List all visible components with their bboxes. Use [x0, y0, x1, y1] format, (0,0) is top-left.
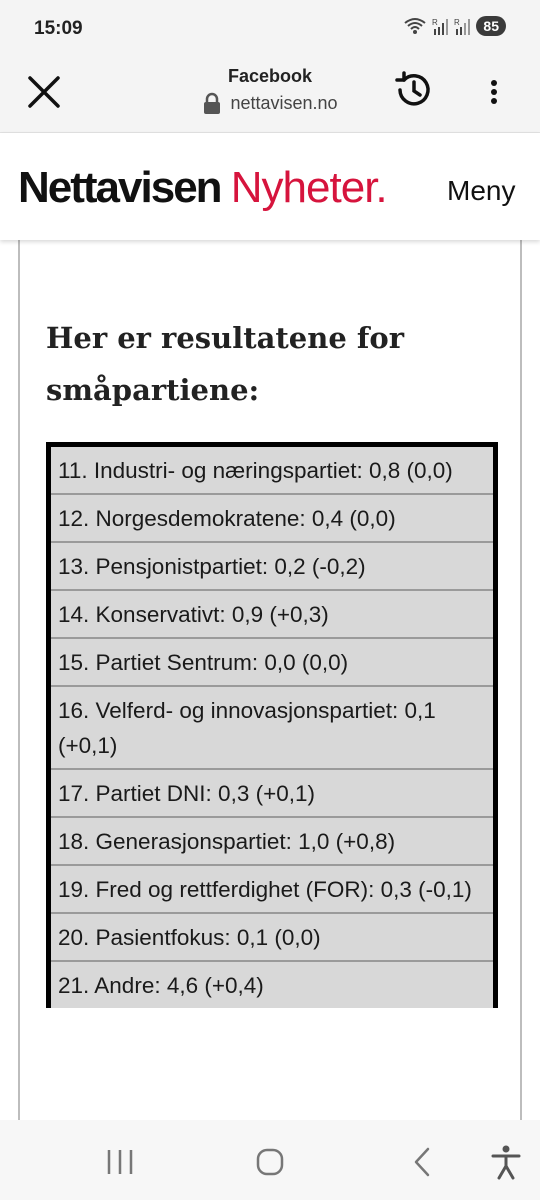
status-icons: R R 85 — [404, 16, 506, 36]
back-icon — [414, 1147, 430, 1177]
home-icon — [256, 1148, 284, 1176]
back-button[interactable] — [402, 1142, 442, 1182]
wifi-icon — [404, 18, 427, 34]
table-row: 13. Pensjonistpartiet: 0,2 (-0,2) — [51, 543, 493, 591]
article-heading: Her er resultatene for småpartiene: — [46, 321, 404, 407]
logo-main: Nettavisen — [18, 163, 223, 212]
table-row: 11. Industri- og næringspartiet: 0,8 (0,… — [51, 447, 493, 495]
table-row: 15. Partiet Sentrum: 0,0 (0,0) — [51, 639, 493, 687]
table-row: 19. Fred og rettferdighet (FOR): 0,3 (-0… — [51, 866, 493, 914]
page-source-title: Facebook — [227, 66, 313, 86]
accessibility-button[interactable] — [486, 1142, 526, 1182]
history-button[interactable] — [392, 68, 436, 112]
history-icon — [395, 71, 430, 106]
lock-icon — [204, 92, 221, 114]
status-time: 15:09 — [34, 18, 83, 39]
signal-icon: R — [432, 18, 449, 35]
table-row: 18. Generasjonspartiet: 1,0 (+0,8) — [51, 818, 493, 866]
more-options-button[interactable] — [482, 72, 506, 112]
table-row: 16. Velferd- og innovasjonspartiet: 0,1 … — [51, 687, 493, 770]
table-row: 12. Norgesdemokratene: 0,4 (0,0) — [51, 495, 493, 543]
url-row[interactable]: nettavisen.no — [0, 92, 540, 114]
logo-accent: Nyheter. — [230, 163, 388, 212]
browser-toolbar: Facebook nettavisen.no — [0, 58, 540, 133]
close-icon — [28, 76, 60, 108]
recent-apps-button[interactable] — [100, 1142, 140, 1182]
site-logo[interactable]: Nettavisen Nyheter. — [18, 163, 388, 213]
site-header: Nettavisen Nyheter. Meny — [0, 133, 540, 240]
signal-icon: R — [454, 18, 471, 35]
home-button[interactable] — [250, 1142, 290, 1182]
more-vert-icon — [491, 80, 497, 104]
menu-button[interactable]: Meny — [447, 175, 516, 206]
close-button[interactable] — [24, 72, 64, 112]
table-row: 20. Pasientfokus: 0,1 (0,0) — [51, 914, 493, 962]
accessibility-icon — [491, 1145, 521, 1180]
article-content: Her er resultatene for småpartiene: 11. … — [18, 240, 522, 1120]
table-row: 17. Partiet DNI: 0,3 (+0,1) — [51, 770, 493, 818]
svg-text:R: R — [432, 18, 438, 27]
recent-apps-icon — [107, 1150, 133, 1174]
status-bar: 15:09 R R 85 — [0, 0, 540, 58]
svg-text:R: R — [454, 18, 460, 27]
url-text: nettavisen.no — [230, 92, 338, 113]
system-nav-bar — [0, 1120, 540, 1200]
results-table: 11. Industri- og næringspartiet: 0,8 (0,… — [46, 442, 498, 1008]
table-row: 14. Konservativt: 0,9 (+0,3) — [51, 591, 493, 639]
battery-badge: 85 — [476, 16, 506, 36]
table-row: 21. Andre: 4,6 (+0,4) — [58, 973, 264, 998]
